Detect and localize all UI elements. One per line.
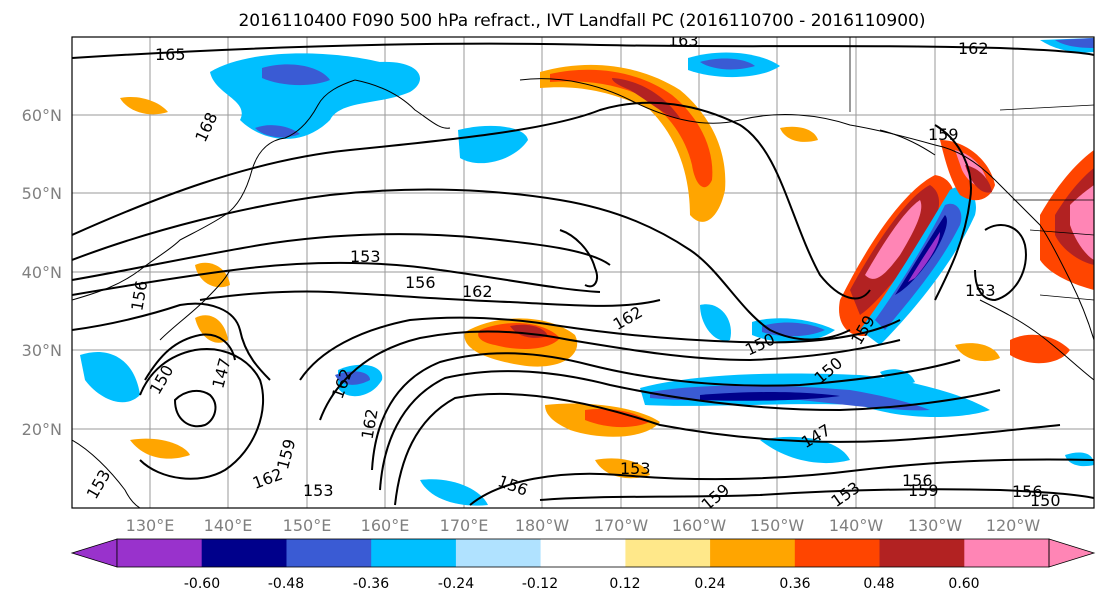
colorbar-frame: [116, 538, 1050, 568]
colorbar-swatch: [625, 539, 711, 567]
lat-label: 30°N: [22, 341, 62, 360]
contour-label: 153: [965, 281, 996, 300]
contour-label: 153: [303, 481, 334, 500]
lon-label: 130°E: [126, 516, 175, 535]
lon-label: 170°W: [594, 516, 649, 535]
colorbar-swatch: [710, 539, 796, 567]
colorbar-extend-low: [70, 538, 118, 568]
lat-label: 40°N: [22, 263, 62, 282]
contour-label: 156: [405, 273, 436, 292]
height-contours: [72, 42, 1094, 506]
colorbar-swatches: [117, 539, 1050, 567]
colorbar-swatch: [964, 539, 1050, 567]
boundaries: [849, 37, 1094, 301]
lat-label: 60°N: [22, 106, 62, 125]
lon-label: 180°W: [515, 516, 570, 535]
colorbar-tick-label: 0.48: [863, 576, 894, 592]
latitude-labels: 60°N 50°N 40°N 30°N 20°N: [22, 106, 62, 439]
colorbar-tick-label: -0.60: [184, 576, 220, 592]
contour-label: 159: [928, 125, 959, 144]
lon-label: 160°W: [672, 516, 727, 535]
lon-label: 140°E: [204, 516, 253, 535]
colorbar-swatch: [794, 539, 880, 567]
colorbar-swatch: [879, 539, 965, 567]
contour-label: 153: [350, 247, 381, 266]
lon-label: 150°E: [283, 516, 332, 535]
lon-label: 120°W: [986, 516, 1041, 535]
lon-label: 130°W: [908, 516, 963, 535]
colorbar: -0.60 -0.48 -0.36 -0.24 -0.12 0.12 0.24 …: [70, 538, 1096, 592]
lon-label: 150°W: [750, 516, 805, 535]
colorbar-tick-label: -0.24: [438, 576, 474, 592]
lon-label: 160°E: [361, 516, 410, 535]
colorbar-extend-high: [1048, 538, 1096, 568]
colorbar-tick-label: 0.60: [948, 576, 979, 592]
lat-label: 20°N: [22, 420, 62, 439]
colorbar-swatch: [117, 539, 203, 567]
contour-label: 159: [908, 481, 939, 500]
colorbar-tick-label: -0.12: [522, 576, 558, 592]
longitude-labels: 130°E 140°E 150°E 160°E 170°E 180°W 170°…: [126, 516, 1041, 535]
colorbar-swatch: [455, 539, 542, 567]
map-frame: [71, 36, 1095, 509]
contour-label: 163: [668, 31, 699, 50]
contour-label: 150: [1030, 491, 1061, 510]
lon-label: 140°W: [829, 516, 884, 535]
colorbar-tick-label: -0.48: [268, 576, 304, 592]
colorbar-swatch: [201, 539, 287, 567]
lon-label: 170°E: [440, 516, 489, 535]
contour-label: 162: [958, 39, 989, 58]
contour-label: 162: [462, 282, 493, 301]
map-panel: 165 168 162 159 153 156 162 162 150 150 …: [72, 31, 1094, 510]
contour-label: 153: [620, 459, 651, 478]
colorbar-tick-label: 0.24: [694, 576, 725, 592]
colorbar-tick-label: -0.36: [353, 576, 389, 592]
figure-title: 2016110400 F090 500 hPa refract., IVT La…: [238, 11, 925, 31]
colorbar-swatch: [286, 539, 372, 567]
contour-label: 156: [1012, 482, 1043, 501]
colorbar-swatch: [540, 539, 626, 567]
colorbar-tick-label: 0.36: [779, 576, 810, 592]
contour-label: 165: [155, 45, 186, 64]
lat-label: 50°N: [22, 184, 62, 203]
colorbar-tick-label: 0.12: [609, 576, 640, 592]
colorbar-swatch: [371, 539, 457, 567]
contour-label: 156: [902, 471, 933, 490]
